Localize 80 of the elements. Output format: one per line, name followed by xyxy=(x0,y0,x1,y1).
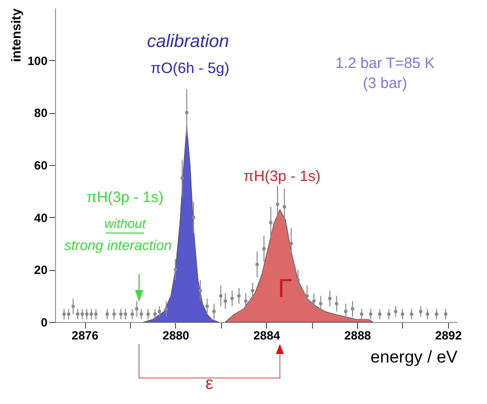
point xyxy=(180,176,184,180)
point xyxy=(426,312,430,316)
point xyxy=(350,307,354,311)
point xyxy=(153,312,157,316)
point xyxy=(312,299,316,303)
x-tick-label: 2880 xyxy=(162,328,190,342)
point xyxy=(62,312,66,316)
point xyxy=(212,310,216,314)
point xyxy=(130,312,134,316)
point xyxy=(276,202,280,206)
point xyxy=(410,312,414,316)
point xyxy=(124,312,128,316)
point xyxy=(135,307,138,311)
point xyxy=(230,296,234,300)
point xyxy=(244,299,248,303)
point xyxy=(387,312,391,316)
point xyxy=(205,304,209,308)
x-axis-title: energy / eV xyxy=(370,348,458,366)
point xyxy=(71,304,75,308)
text: ε xyxy=(205,373,214,394)
annotation: (3 bar) xyxy=(362,74,408,92)
point xyxy=(328,296,332,300)
point xyxy=(184,110,188,114)
y-tick-label: 100 xyxy=(27,54,48,68)
point xyxy=(140,312,144,316)
point xyxy=(360,312,364,316)
point xyxy=(237,294,241,298)
point xyxy=(269,220,272,224)
point xyxy=(76,312,80,316)
point xyxy=(198,288,202,292)
point xyxy=(305,294,309,298)
point xyxy=(119,312,123,316)
point xyxy=(66,312,70,316)
point xyxy=(219,294,223,298)
point xyxy=(112,312,116,316)
point xyxy=(334,302,338,306)
point xyxy=(146,312,150,316)
point xyxy=(224,299,228,303)
point xyxy=(282,205,286,209)
annotation: 1.2 bar T=85 K xyxy=(335,54,435,72)
point xyxy=(418,310,422,314)
y-axis-title: intensity xyxy=(8,8,24,62)
annotation: strong interaction xyxy=(64,237,172,253)
point xyxy=(434,312,438,316)
y-tick-label: 0 xyxy=(40,316,48,330)
point xyxy=(344,310,348,314)
annotation: without xyxy=(104,216,146,230)
y-tick-label: 80 xyxy=(34,106,48,120)
point xyxy=(192,216,196,220)
point xyxy=(94,312,98,316)
x-tick-label: 2876 xyxy=(72,328,99,342)
x-tick-label: 2884 xyxy=(253,328,280,342)
point xyxy=(250,288,254,292)
point xyxy=(296,278,300,282)
y-tick-label: 20 xyxy=(34,263,48,278)
point xyxy=(158,310,162,314)
point xyxy=(106,312,109,316)
annotation: πH(3p - 1s) xyxy=(243,168,321,184)
point xyxy=(262,247,266,250)
y-tick-label: 60 xyxy=(34,158,48,172)
annotation: Γ xyxy=(278,273,292,304)
point xyxy=(289,242,293,246)
point xyxy=(255,262,259,266)
point xyxy=(378,312,382,316)
x-tick-label: 2888 xyxy=(344,328,372,342)
point xyxy=(444,312,448,316)
point xyxy=(318,302,322,306)
x-tick-label: 2892 xyxy=(435,328,462,342)
point xyxy=(174,268,178,272)
point xyxy=(90,312,94,316)
point xyxy=(85,312,89,316)
annotation: calibration xyxy=(146,31,230,52)
annotation: πO(6h - 5g) xyxy=(150,60,230,76)
y-tick-label: 40 xyxy=(34,210,48,225)
point xyxy=(80,312,84,316)
point xyxy=(394,310,398,314)
point xyxy=(400,312,404,316)
annotation: πH(3p - 1s) xyxy=(86,188,164,206)
point xyxy=(368,312,372,316)
point xyxy=(164,307,168,311)
